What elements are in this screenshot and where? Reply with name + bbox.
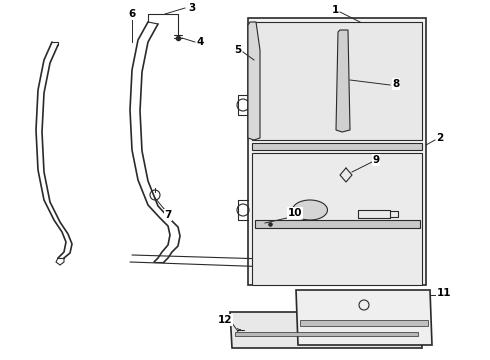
Text: 7: 7 [164, 210, 171, 220]
Text: 4: 4 [196, 37, 204, 47]
Ellipse shape [293, 200, 327, 220]
Text: 8: 8 [392, 79, 400, 89]
Text: 3: 3 [188, 3, 196, 13]
Polygon shape [235, 332, 418, 336]
Text: 2: 2 [437, 133, 443, 143]
Text: 12: 12 [218, 315, 232, 325]
Polygon shape [230, 312, 422, 348]
Polygon shape [252, 22, 422, 140]
Text: 5: 5 [234, 45, 242, 55]
Polygon shape [255, 220, 420, 228]
Polygon shape [252, 153, 422, 285]
Polygon shape [248, 18, 426, 285]
Polygon shape [300, 320, 428, 326]
Polygon shape [296, 290, 432, 345]
Polygon shape [252, 143, 422, 150]
Polygon shape [336, 30, 350, 132]
Text: 1: 1 [331, 5, 339, 15]
Polygon shape [248, 22, 260, 140]
Text: 10: 10 [288, 208, 302, 218]
Text: 11: 11 [437, 288, 451, 298]
Text: 9: 9 [372, 155, 380, 165]
Text: 6: 6 [128, 9, 136, 19]
